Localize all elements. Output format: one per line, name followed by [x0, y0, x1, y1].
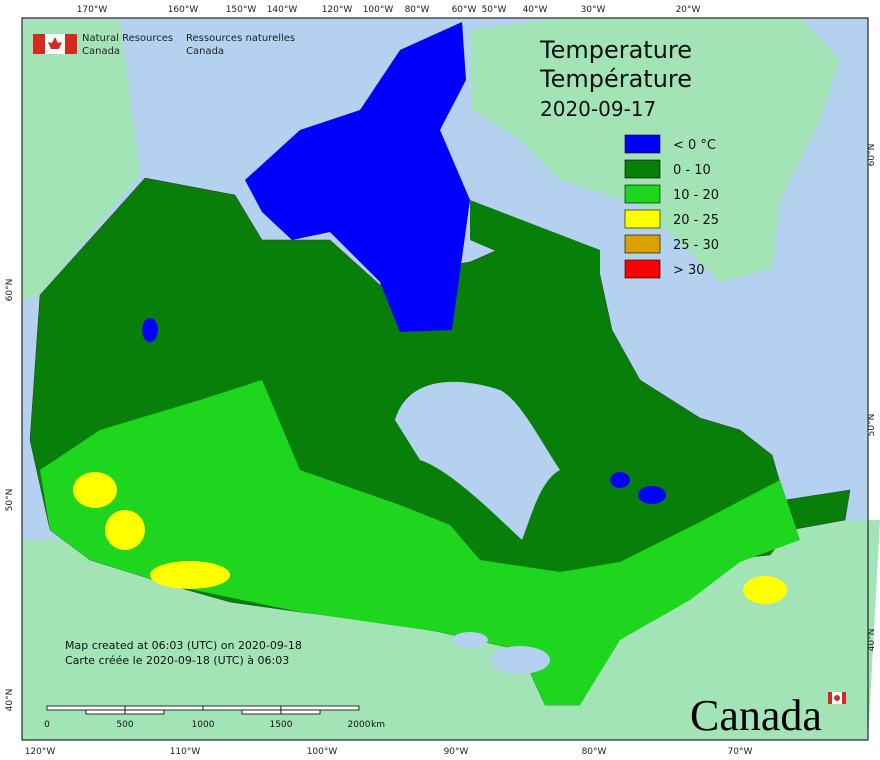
latitude-label: 40°N	[867, 629, 877, 652]
longitude-label: 170°W	[77, 5, 108, 15]
latitude-label: 50°N	[5, 489, 15, 512]
graticule-labels: 170°W 160°W 150°W 140°W 120°W 100°W 80°W 60°W 50…	[5, 5, 877, 757]
longitude-label: 160°W	[168, 5, 199, 15]
scale-segment	[124, 709, 165, 715]
longitude-label: 70°W	[728, 747, 753, 757]
legend-label: 0 - 10	[673, 163, 711, 178]
great-lakes	[490, 646, 550, 674]
baffin-south	[470, 200, 600, 285]
warm-zone	[40, 380, 800, 705]
legend-swatch	[624, 184, 661, 204]
legend-label: > 30	[673, 263, 705, 278]
longitude-label: 20°W	[676, 5, 701, 15]
longitude-label: 80°W	[582, 747, 607, 757]
scale-label: 1500	[270, 720, 293, 730]
great-lakes	[452, 632, 488, 648]
maple-leaf	[48, 37, 62, 49]
longitude-label: 120°W	[25, 747, 56, 757]
scale-bar: 0 500 1000 1500 2000 km	[44, 705, 385, 730]
scale-segment	[280, 709, 321, 715]
longitude-label: 120°W	[322, 5, 353, 15]
latitude-label: 50°N	[867, 414, 877, 437]
legend: < 0 °C 0 - 10 10 - 20 20 - 25 25 - 30 > 30	[624, 134, 719, 279]
org-name: Natural Resources	[82, 33, 173, 44]
scale-segment	[124, 705, 204, 711]
org-name: Canada	[82, 46, 120, 57]
longitude-label: 140°W	[267, 5, 298, 15]
arctic-islands	[245, 22, 470, 332]
org-name: Ressources naturelles	[186, 33, 295, 44]
latitude-label: 60°N	[5, 279, 15, 302]
longitude-label: 40°W	[523, 5, 548, 15]
footer-note: Map created at 06:03 (UTC) on 2020-09-18	[65, 639, 302, 652]
legend-label: < 0 °C	[673, 138, 716, 153]
latitude-label: 40°N	[5, 689, 15, 712]
longitude-label: 90°W	[444, 747, 469, 757]
title: Température	[539, 65, 692, 93]
scale-segment	[85, 709, 126, 715]
longitude-label: 100°W	[363, 5, 394, 15]
hot-patch	[150, 561, 230, 589]
cold-patch	[638, 486, 666, 504]
flag-bar	[33, 34, 45, 54]
longitude-label: 60°W	[452, 5, 477, 15]
flag-bar	[65, 34, 77, 54]
longitude-label: 150°W	[226, 5, 257, 15]
scale-segment	[46, 705, 126, 711]
org-name: Canada	[186, 46, 224, 57]
scale-label: 2000	[348, 720, 371, 730]
footer-note: Carte créée le 2020-09-18 (UTC) à 06:03	[65, 654, 289, 667]
scale-segment	[202, 705, 282, 711]
map-area	[21, 17, 880, 741]
scale-label: 1000	[192, 720, 215, 730]
nrcan-logo: Natural Resources Canada Ressources natu…	[33, 33, 295, 57]
wordmark-leaf	[834, 695, 840, 701]
legend-label: 25 - 30	[673, 238, 719, 253]
latitude-label: 60°N	[867, 144, 877, 167]
scale-segment	[241, 709, 282, 715]
scale-label: 500	[116, 720, 133, 730]
legend-swatch	[624, 259, 661, 279]
alaska	[22, 20, 140, 300]
scale-label: 0	[44, 720, 50, 730]
longitude-label: 80°W	[405, 5, 430, 15]
scale-segment	[280, 705, 360, 711]
legend-swatch	[624, 159, 661, 179]
longitude-label: 100°W	[307, 747, 338, 757]
cold-patch	[610, 472, 630, 488]
scale-unit: km	[371, 720, 385, 730]
hot-patch	[73, 472, 117, 508]
legend-swatch	[624, 209, 661, 229]
legend-swatch	[624, 134, 661, 154]
longitude-label: 50°W	[482, 5, 507, 15]
hot-patch	[743, 576, 787, 604]
title: Temperature	[539, 36, 692, 64]
hot-patch	[105, 510, 145, 550]
legend-label: 10 - 20	[673, 188, 719, 203]
legend-label: 20 - 25	[673, 213, 719, 228]
map-frame	[21, 17, 869, 741]
date: 2020-09-17	[540, 97, 656, 121]
longitude-label: 30°W	[581, 5, 606, 15]
cold-patch	[142, 318, 158, 342]
hudson-bay	[395, 381, 560, 540]
wordmark: Canada	[690, 691, 822, 740]
canada-wordmark: Canada	[690, 691, 846, 740]
longitude-label: 110°W	[170, 747, 201, 757]
legend-swatch	[624, 234, 661, 254]
